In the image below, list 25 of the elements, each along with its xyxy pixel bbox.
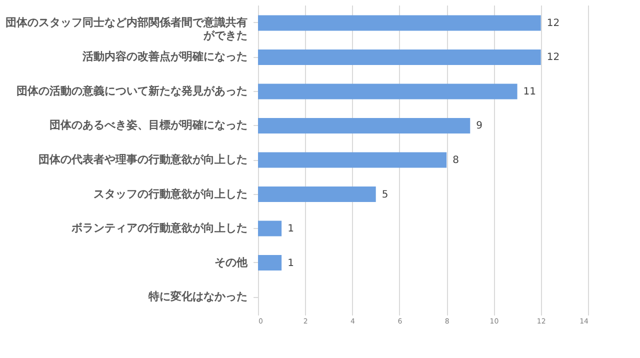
data-label: 12 [546,52,560,64]
data-label: 1 [288,224,294,235]
data-label: 11 [523,86,536,98]
y-tick-label: スタッフの行動意欲が向上した [94,187,248,200]
y-tick-label: 団体の代表者や理事の行動意欲が向上した [38,153,248,166]
y-tick-label: 団体のあるべき姿、目標が明確になった [50,118,248,132]
bar [258,84,518,100]
bar [258,152,447,168]
y-tick-label: 活動内容の改善点が明確になった [82,50,248,64]
bar [258,255,282,270]
bar [258,118,470,134]
y-tick-label: その他 [214,256,248,269]
data-label: 8 [452,155,459,166]
y-tick-label: ボランティアの行動意欲が向上した [70,222,248,235]
y-tick-label: 特に変化はなかった [148,290,248,304]
bar [258,15,541,31]
data-label: 9 [476,120,483,132]
data-label: 5 [382,189,388,200]
data-label: 12 [546,18,560,29]
bar [258,50,541,65]
y-tick-label: 団体のスタッフ同士など内部関係者間で意識共有ができた [6,16,248,42]
data-label: 1 [288,258,294,269]
bar [258,186,376,202]
bar [258,220,282,236]
y-tick-label: 団体の活動の意義について新たな発見があった [16,84,248,98]
